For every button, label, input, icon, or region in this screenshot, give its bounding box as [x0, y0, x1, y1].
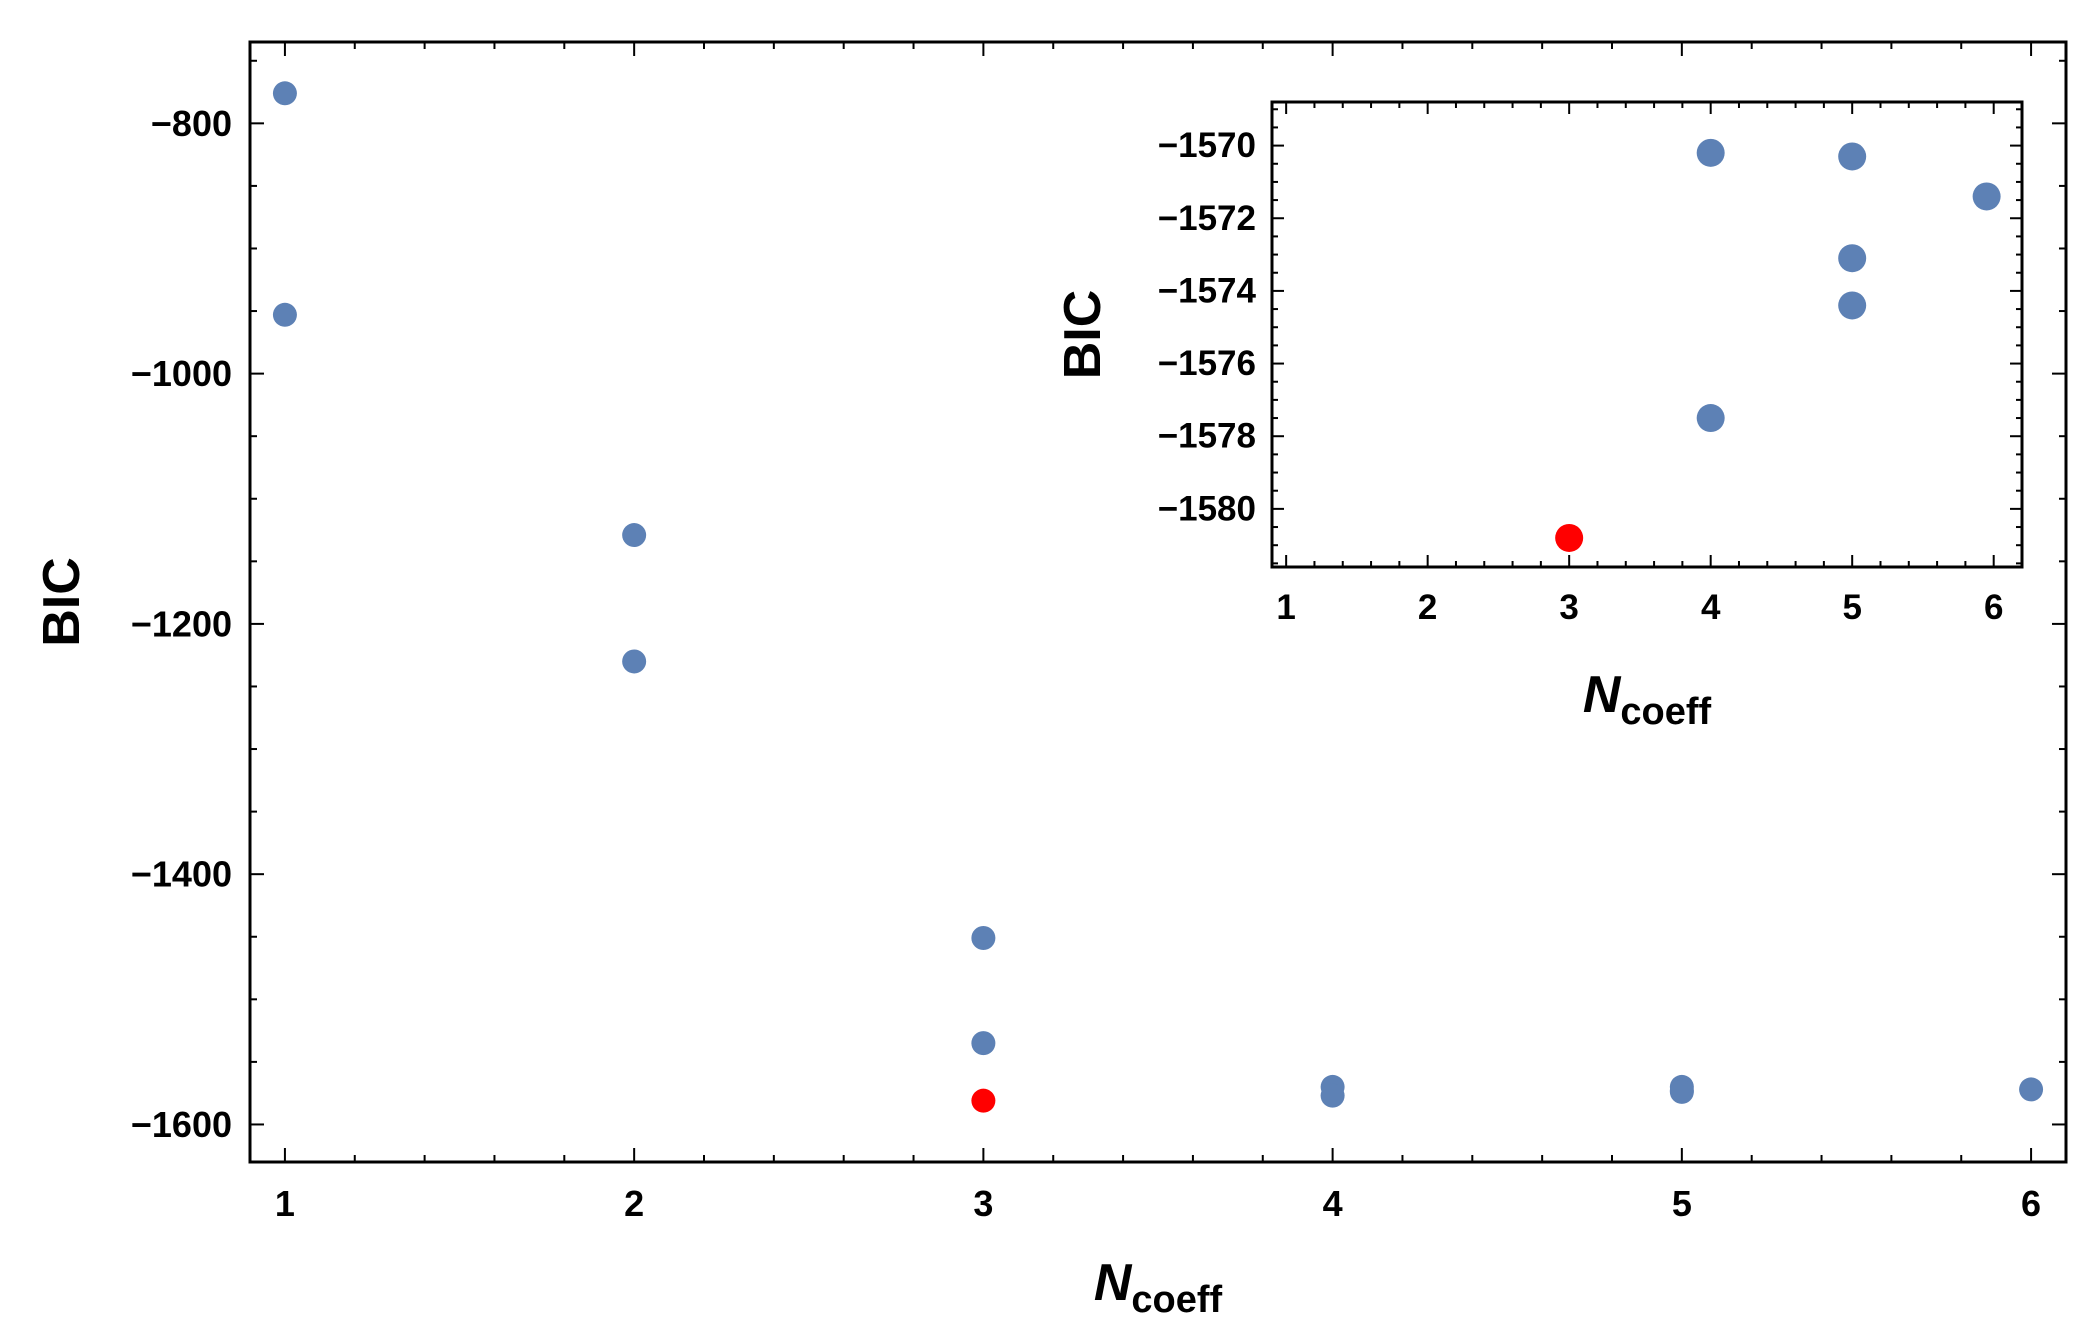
inset-data-point-highlighted	[1555, 523, 1584, 552]
inset-x-tick-label: 1	[1276, 588, 1295, 627]
main-x-tick-label: 1	[275, 1183, 295, 1224]
inset-y-tick-label: −1572	[1158, 199, 1256, 238]
inset-x-axis-title-subscript: coeff	[1620, 691, 1711, 733]
main-plot: −800 −1000 −1200 −1400 −1600 1 2 3 4 5 6 Ncoeff BIC	[33, 40, 2068, 1321]
inset-data-point	[1838, 142, 1867, 171]
main-data-point	[622, 649, 647, 674]
main-x-tick-label: 5	[1672, 1183, 1692, 1224]
inset-y-tick-label: −1570	[1158, 126, 1256, 165]
main-x-axis-title: Ncoeff	[1094, 1254, 1223, 1321]
inset-y-axis-title: BIC	[1054, 290, 1112, 380]
main-data-point	[1669, 1079, 1694, 1104]
main-data-point	[971, 926, 996, 950]
inset-x-tick-label: 2	[1418, 588, 1437, 627]
inset-plot: −1570 −1572 −1574 −1576 −1578 −1580 1 2 3 4 5 6 Ncoe…	[1054, 100, 2024, 733]
main-data-point	[272, 81, 297, 106]
inset-x-tick-label: 5	[1842, 588, 1861, 627]
main-x-axis-title-subscript: coeff	[1131, 1279, 1222, 1321]
inset-x-tick-label: 6	[1984, 588, 2003, 627]
main-y-tick-label: −1400	[131, 854, 232, 895]
main-x-tick-label: 6	[2021, 1183, 2041, 1224]
main-data-point	[272, 302, 297, 327]
inset-data-point	[1838, 291, 1867, 320]
main-y-tick-label: −1600	[131, 1104, 232, 1145]
main-plot-frame	[248, 40, 2068, 1164]
main-data-point	[971, 1031, 996, 1056]
inset-plot-frame	[1270, 100, 2024, 569]
main-data-point	[1320, 1083, 1345, 1108]
main-y-tick-label: −800	[151, 103, 232, 144]
main-data-point	[622, 523, 647, 548]
inset-data-point	[1838, 244, 1867, 273]
inset-data-point	[1972, 182, 2001, 211]
main-x-tick-label: 2	[624, 1183, 644, 1224]
inset-y-tick-label: −1578	[1158, 417, 1256, 456]
inset-x-tick-label: 4	[1701, 588, 1721, 627]
inset-y-tick-label: −1580	[1158, 489, 1256, 528]
main-y-tick-label: −1200	[131, 603, 232, 644]
inset-x-axis-title-main: N	[1583, 666, 1622, 724]
main-y-tick-label: −1000	[131, 353, 232, 394]
inset-x-tick-label: 3	[1559, 588, 1578, 627]
main-y-axis-title: BIC	[33, 557, 91, 647]
inset-x-axis-title: Ncoeff	[1583, 666, 1712, 733]
inset-y-tick-label: −1574	[1158, 271, 1257, 310]
main-data-point	[2019, 1077, 2044, 1102]
inset-plot-background	[1272, 102, 2022, 567]
main-x-axis-title-main: N	[1094, 1254, 1133, 1312]
main-data-point-highlighted	[971, 1088, 996, 1113]
inset-y-tick-label: −1576	[1158, 344, 1256, 383]
main-x-tick-label: 4	[1323, 1183, 1343, 1224]
main-x-tick-label: 3	[973, 1183, 993, 1224]
inset-data-point	[1696, 138, 1725, 167]
inset-data-point	[1696, 404, 1725, 433]
